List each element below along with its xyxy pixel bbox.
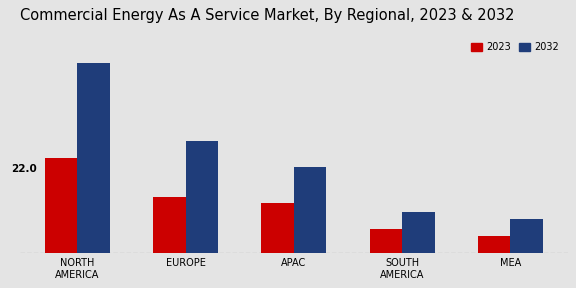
Text: 22.0: 22.0 xyxy=(12,164,37,175)
Bar xyxy=(185,141,218,253)
Bar xyxy=(294,167,326,253)
Bar xyxy=(478,236,510,253)
Bar xyxy=(510,219,543,253)
Legend: 2023, 2032: 2023, 2032 xyxy=(467,38,563,56)
Bar xyxy=(262,203,294,253)
Bar xyxy=(402,212,434,253)
Bar xyxy=(45,158,77,253)
Bar xyxy=(77,63,110,253)
Text: Commercial Energy As A Service Market, By Regional, 2023 & 2032: Commercial Energy As A Service Market, B… xyxy=(20,8,514,23)
Bar xyxy=(153,197,185,253)
Bar xyxy=(370,230,402,253)
